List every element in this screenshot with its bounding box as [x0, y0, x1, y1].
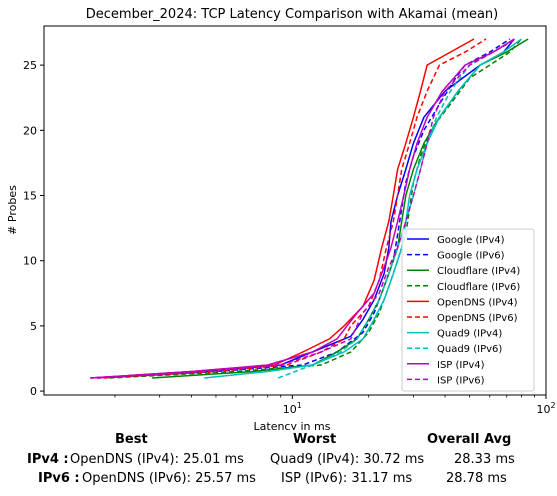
summary-header-best: Best	[115, 432, 148, 447]
legend-label-6: Quad9 (IPv4)	[437, 329, 502, 340]
summary-header-worst: Worst	[293, 432, 337, 447]
y-tick-label-0: 0	[30, 385, 37, 398]
legend-label-8: ISP (IPv4)	[437, 360, 485, 371]
legend-label-4: OpenDNS (IPv4)	[437, 297, 518, 308]
latency-chart: December_2024: TCP Latency Comparison wi…	[6, 7, 556, 430]
series-line-5	[103, 38, 487, 379]
summary-row-ipv4-best: OpenDNS (IPv4): 25.01 ms	[70, 452, 244, 467]
y-axis-label: # Probes	[6, 185, 19, 235]
summary-row-ipv6-worst: ISP (IPv6): 31.17 ms	[281, 471, 413, 486]
summary-header-avg: Overall Avg	[427, 432, 512, 447]
summary-row-ipv4-avg: 28.33 ms	[454, 452, 515, 467]
x-axis-label: Latency in ms	[254, 420, 331, 430]
plot-frame	[43, 25, 547, 396]
y-tick-label-15: 15	[23, 190, 37, 203]
legend: Google (IPv4) Google (IPv6) Cloudflare (IP…	[401, 228, 535, 392]
legend-label-1: Google (IPv6)	[437, 251, 505, 262]
series-line-8	[90, 38, 515, 379]
legend-label-3: Cloudflare (IPv6)	[437, 282, 520, 293]
summary-row-ipv4-label: IPv4 :	[27, 452, 69, 467]
chart-title: December_2024: TCP Latency Comparison wi…	[86, 7, 498, 22]
y-tick-label-20: 20	[23, 124, 37, 137]
y-tick-label-25: 25	[23, 59, 37, 72]
axis-ticks: 0 5 10 15 20 25 101 102	[23, 59, 556, 416]
legend-box	[401, 228, 535, 392]
series-line-7	[277, 38, 515, 379]
legend-label-9: ISP (IPv6)	[437, 375, 485, 386]
summary-row-ipv6-label: IPv6 :	[38, 471, 80, 486]
y-tick-label-5: 5	[30, 320, 37, 333]
y-tick-label-10: 10	[23, 255, 37, 268]
series-line-3	[109, 38, 522, 379]
legend-label-0: Google (IPv4)	[437, 235, 505, 246]
legend-label-2: Cloudflare (IPv4)	[437, 266, 520, 277]
series-line-4	[90, 38, 475, 379]
legend-label-7: Quad9 (IPv6)	[437, 344, 502, 355]
x-tick-label-10: 101	[283, 401, 302, 416]
legend-label-5: OpenDNS (IPv6)	[437, 313, 518, 324]
summary-row-ipv6-avg: 28.78 ms	[446, 471, 507, 486]
summary-row-ipv6-best: OpenDNS (IPv6): 25.57 ms	[82, 471, 256, 486]
summary-row-ipv4-worst: Quad9 (IPv4): 30.72 ms	[270, 452, 425, 467]
x-tick-label-100: 102	[536, 401, 555, 416]
